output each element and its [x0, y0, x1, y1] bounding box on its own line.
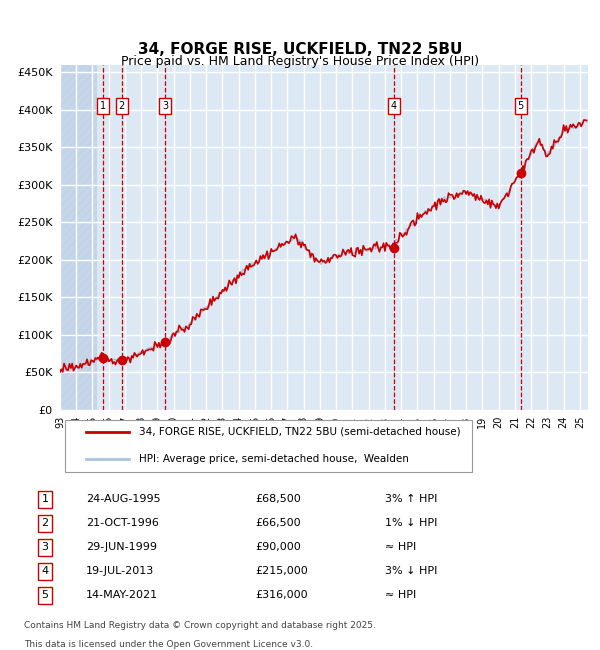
Text: 3: 3	[41, 542, 49, 552]
Text: 2: 2	[119, 101, 125, 111]
Text: 3% ↑ HPI: 3% ↑ HPI	[385, 494, 437, 504]
Text: 5: 5	[518, 101, 524, 111]
HPI	[120, 355, 127, 363]
Price	[56, 368, 64, 376]
Text: 3: 3	[163, 101, 169, 111]
Text: 24-AUG-1995: 24-AUG-1995	[86, 494, 160, 504]
HPI	[491, 201, 498, 209]
Text: This data is licensed under the Open Government Licence v3.0.: This data is licensed under the Open Gov…	[23, 640, 313, 649]
HPI	[58, 367, 65, 374]
Price	[119, 354, 126, 361]
Text: £215,000: £215,000	[255, 566, 308, 577]
Price	[410, 216, 417, 224]
Text: 2: 2	[41, 518, 49, 528]
Text: 4: 4	[41, 566, 49, 577]
Text: Contains HM Land Registry data © Crown copyright and database right 2025.: Contains HM Land Registry data © Crown c…	[23, 621, 376, 630]
Text: 29-JUN-1999: 29-JUN-1999	[86, 542, 157, 552]
Text: ≈ HPI: ≈ HPI	[385, 590, 416, 601]
Text: 21-OCT-1996: 21-OCT-1996	[86, 518, 158, 528]
Price	[451, 195, 458, 203]
Bar	[60, 65, 97, 410]
Text: 4: 4	[391, 101, 397, 111]
Text: 14-MAY-2021: 14-MAY-2021	[86, 590, 158, 601]
Price	[463, 190, 470, 198]
Line: Price: Price	[60, 120, 587, 372]
HPI	[580, 116, 587, 124]
HPI	[411, 221, 418, 229]
Text: HPI: Average price, semi-detached house,  Wealden: HPI: Average price, semi-detached house,…	[139, 454, 409, 463]
Text: 5: 5	[41, 590, 49, 601]
Text: ≈ HPI: ≈ HPI	[385, 542, 416, 552]
Text: 3% ↓ HPI: 3% ↓ HPI	[385, 566, 437, 577]
Text: 1: 1	[41, 494, 49, 504]
Text: £66,500: £66,500	[255, 518, 301, 528]
Price	[430, 203, 437, 211]
HPI	[452, 192, 459, 200]
HPI	[583, 118, 590, 125]
Line: HPI: HPI	[60, 120, 587, 370]
HPI	[56, 366, 64, 374]
Text: 1% ↓ HPI: 1% ↓ HPI	[385, 518, 437, 528]
Price	[580, 116, 587, 124]
Text: 34, FORGE RISE, UCKFIELD, TN22 5BU: 34, FORGE RISE, UCKFIELD, TN22 5BU	[138, 42, 462, 57]
HPI	[431, 202, 439, 209]
Text: £68,500: £68,500	[255, 494, 301, 504]
Text: Price paid vs. HM Land Registry's House Price Index (HPI): Price paid vs. HM Land Registry's House …	[121, 55, 479, 68]
Text: £90,000: £90,000	[255, 542, 301, 552]
Text: 34, FORGE RISE, UCKFIELD, TN22 5BU (semi-detached house): 34, FORGE RISE, UCKFIELD, TN22 5BU (semi…	[139, 427, 461, 437]
Price	[490, 200, 497, 208]
Text: 1: 1	[100, 101, 106, 111]
HPI	[464, 190, 471, 198]
Text: 19-JUL-2013: 19-JUL-2013	[86, 566, 154, 577]
Text: £316,000: £316,000	[255, 590, 308, 601]
Price	[583, 116, 590, 124]
FancyBboxPatch shape	[65, 419, 472, 472]
